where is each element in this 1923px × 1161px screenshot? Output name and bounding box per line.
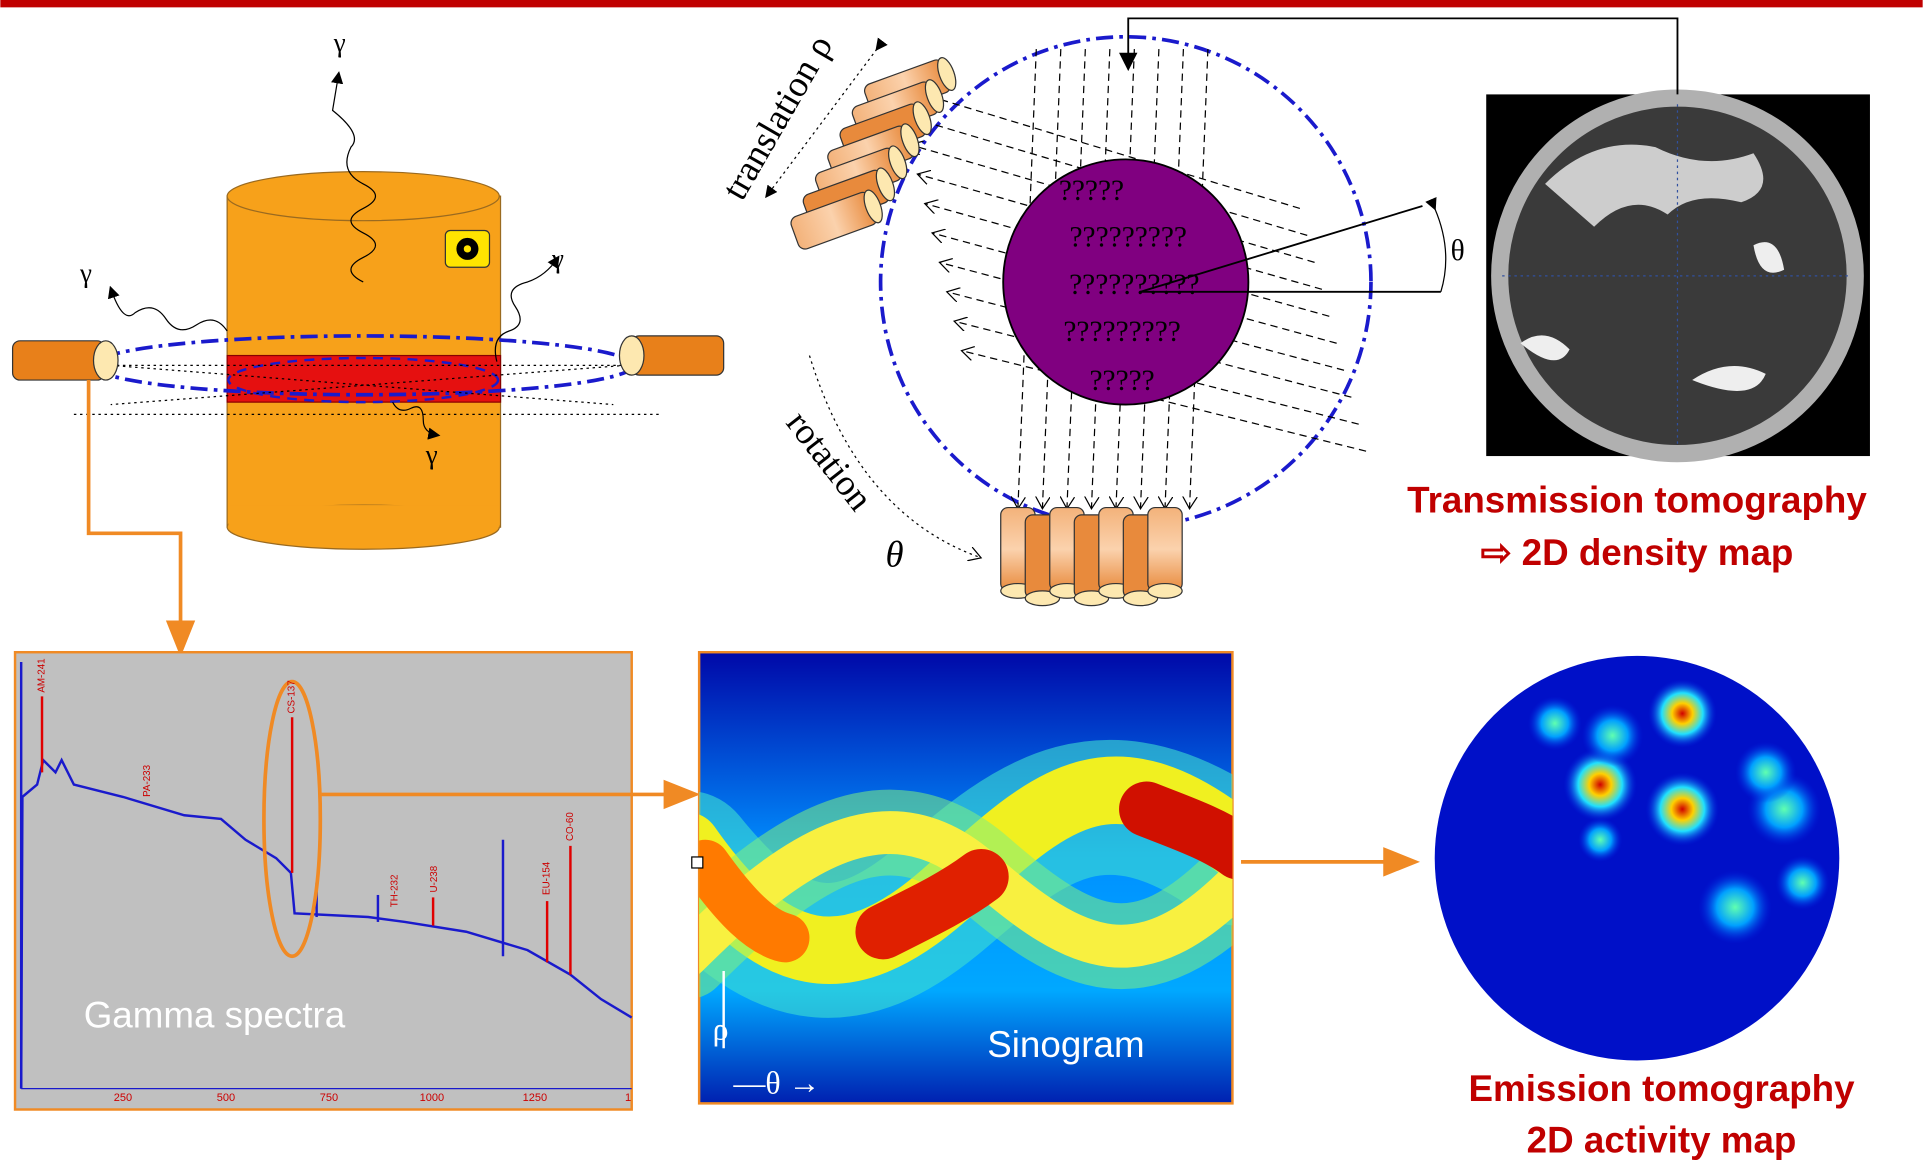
top-bar: [0, 0, 1922, 7]
tick-label: 500: [217, 1092, 235, 1104]
spectrum-label: Gamma spectra: [84, 994, 346, 1035]
detector: [1148, 508, 1182, 599]
connector: [89, 380, 181, 650]
angle-label: θ: [1451, 235, 1465, 267]
theta-label: —θ →: [732, 1066, 820, 1101]
peak-label: AM-241: [36, 658, 47, 692]
peak-label: EU-154: [542, 861, 553, 895]
tick-label: 750: [320, 1092, 338, 1104]
spectrum-panel: [15, 652, 632, 1109]
rotation-symbol: θ: [885, 533, 903, 574]
diagram: γ γ γ γ AM-241 PA-233 CS-137 TH-232 U-23…: [0, 0, 1923, 1161]
peak-label: CO-60: [565, 812, 576, 841]
rho-label: ρ: [713, 1012, 729, 1047]
transmission-subtitle: ⇨ 2D density map: [1481, 532, 1794, 573]
gamma-label: γ: [425, 439, 438, 469]
peak-label: PA-233: [142, 764, 153, 797]
object-text: ?????: [1059, 175, 1124, 207]
peak-label: CS-137: [287, 680, 298, 713]
tick-label: 1000: [420, 1092, 445, 1104]
peak-label: TH-232: [390, 875, 401, 908]
tick-label: 250: [114, 1092, 132, 1104]
gamma-label: γ: [551, 243, 564, 273]
sinogram-panel: [687, 652, 1239, 1103]
emission-map: [1435, 656, 1840, 1061]
emission-title: Emission tomography: [1468, 1068, 1855, 1109]
gamma-label: γ: [333, 27, 346, 57]
peak-label: U-238: [429, 865, 440, 892]
object-text: ?????????: [1069, 221, 1186, 253]
page: {"gamma_labels": ["γ", "γ", "γ", "γ"], "…: [0, 0, 1923, 1161]
emission-subtitle: 2D activity map: [1527, 1119, 1797, 1160]
tick-label: 1250: [523, 1092, 548, 1104]
detector-face: [1148, 584, 1182, 599]
object-text: ?????????: [1063, 316, 1180, 348]
tick-label: 1: [625, 1092, 631, 1104]
object-text: ?????: [1089, 365, 1154, 397]
sinogram-label: Sinogram: [987, 1024, 1144, 1065]
transmission-title: Transmission tomography: [1407, 479, 1867, 520]
rotation-label: rotation: [779, 403, 882, 518]
drum: [13, 74, 724, 550]
object-text: ??????????: [1069, 269, 1200, 301]
detector-body: [1148, 508, 1182, 591]
transmission-image: [1486, 94, 1870, 456]
gamma-label: γ: [79, 258, 92, 288]
